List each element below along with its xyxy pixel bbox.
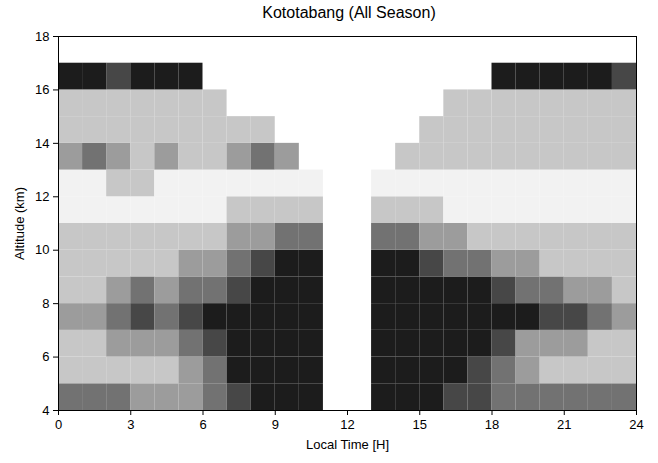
svg-text:8: 8 bbox=[42, 296, 49, 311]
svg-text:10: 10 bbox=[35, 242, 49, 257]
svg-text:24: 24 bbox=[629, 417, 643, 432]
svg-text:3: 3 bbox=[127, 417, 134, 432]
svg-text:15: 15 bbox=[413, 417, 427, 432]
svg-text:Altitude (km): Altitude (km) bbox=[12, 187, 27, 260]
svg-text:4: 4 bbox=[42, 403, 49, 418]
svg-text:6: 6 bbox=[42, 349, 49, 364]
svg-text:6: 6 bbox=[199, 417, 206, 432]
svg-text:9: 9 bbox=[272, 417, 279, 432]
svg-text:12: 12 bbox=[340, 417, 354, 432]
svg-text:21: 21 bbox=[557, 417, 571, 432]
svg-text:12: 12 bbox=[35, 189, 49, 204]
svg-text:Local Time [H]: Local Time [H] bbox=[306, 437, 389, 452]
svg-text:18: 18 bbox=[35, 29, 49, 44]
svg-text:14: 14 bbox=[35, 136, 49, 151]
svg-text:0: 0 bbox=[55, 417, 62, 432]
svg-text:16: 16 bbox=[35, 82, 49, 97]
svg-text:18: 18 bbox=[485, 417, 499, 432]
html-text:Kototabang (All Season): Kototabang (All Season) bbox=[262, 4, 436, 21]
